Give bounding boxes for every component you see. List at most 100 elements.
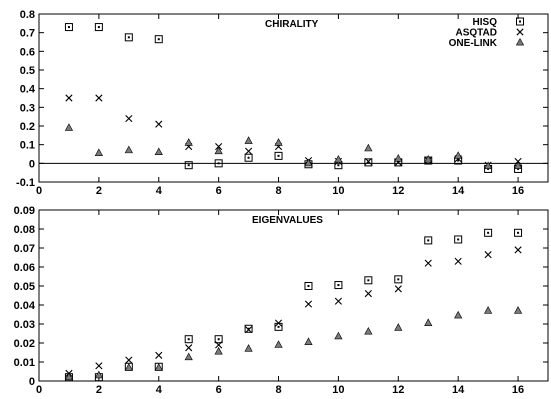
y-tick-label: 0.07 — [14, 243, 35, 255]
data-point-hisq — [244, 153, 253, 162]
data-point-one-link — [184, 138, 193, 146]
y-tick-label: 0.03 — [14, 319, 35, 331]
x-tick-label: 0 — [36, 384, 42, 396]
y-tick-label: 0.4 — [20, 84, 36, 96]
x-tick-label: 16 — [512, 185, 524, 197]
x-tick-label: 12 — [392, 384, 404, 396]
x-tick-label: 0 — [36, 185, 42, 197]
data-point-one-link — [94, 370, 103, 379]
data-point-asqtad — [155, 351, 163, 359]
data-point-one-link — [64, 372, 74, 381]
data-point-asqtad — [244, 147, 253, 155]
y-tick-label: 0.7 — [20, 28, 35, 40]
data-point-asqtad — [125, 356, 133, 364]
x-tick-label: 14 — [452, 185, 465, 197]
legend-marker-hisq — [516, 17, 524, 26]
series-one-link — [64, 123, 523, 170]
data-point-asqtad — [364, 157, 372, 166]
legend-marker-one-link — [515, 37, 525, 46]
data-point-asqtad — [274, 319, 283, 327]
data-point-asqtad — [185, 344, 193, 352]
data-point-hisq — [124, 33, 133, 42]
data-point-one-link — [154, 363, 163, 371]
y-tick-label: 0.2 — [20, 121, 35, 133]
data-point-asqtad — [304, 300, 313, 308]
chirality-panel: 0 2 4 6 8 10 12 14 16-0.100.10.20.30.40.50.60.70… — [16, 9, 549, 197]
data-point-hisq — [274, 151, 283, 160]
data-point-one-link — [394, 154, 403, 162]
data-point-asqtad — [244, 326, 253, 334]
data-point-hisq — [214, 159, 223, 168]
eigenvalues-panel: 0 2 4 6 8 10 12 14 16 0 0.01 0.02 0.03 0.04 0.05 0.06 0.… — [14, 205, 549, 396]
chart-title: EIGENVALUES — [252, 215, 323, 226]
data-point-hisq — [424, 236, 433, 245]
x-tick-label: 2 — [96, 384, 102, 396]
data-point-one-link — [394, 323, 403, 331]
x-tick-label: 6 — [216, 185, 222, 197]
data-point-asqtad — [95, 362, 103, 370]
data-point-hisq — [394, 275, 403, 284]
x-tick-label: 16 — [512, 384, 524, 396]
data-point-one-link — [424, 318, 433, 326]
data-point-asqtad — [364, 290, 372, 298]
data-point-one-link — [64, 123, 74, 131]
data-point-one-link — [334, 154, 343, 163]
x-tick-label: 4 — [156, 185, 163, 197]
y-tick-label: 0.04 — [14, 300, 36, 312]
data-point-hisq — [64, 23, 73, 32]
data-point-asqtad — [95, 94, 103, 102]
y-tick-label: -0.1 — [16, 177, 35, 189]
data-point-one-link — [244, 344, 253, 352]
data-point-hisq — [154, 35, 163, 44]
x-tick-label: 4 — [156, 384, 163, 396]
data-point-one-link — [184, 352, 193, 361]
data-point-hisq — [364, 158, 373, 167]
x-tick-label: 8 — [275, 185, 281, 197]
data-point-one-link — [424, 154, 433, 163]
plot-frame — [38, 209, 549, 382]
data-point-one-link — [454, 310, 463, 319]
data-point-hisq — [214, 335, 223, 344]
y-tick-label: 0.6 — [20, 46, 35, 58]
data-point-one-link — [214, 146, 223, 155]
data-point-hisq — [274, 322, 283, 331]
series-hisq — [64, 228, 523, 382]
data-point-hisq — [364, 276, 373, 285]
y-tick-label: 0.09 — [14, 205, 35, 217]
data-point-one-link — [304, 337, 313, 345]
legend-marker-asqtad — [516, 28, 524, 36]
x-tick-label: 14 — [452, 384, 465, 396]
series-asqtad — [65, 246, 522, 377]
data-point-asqtad — [125, 114, 133, 123]
y-tick-label: 0 — [29, 376, 35, 388]
data-point-one-link — [244, 136, 253, 144]
data-point-asqtad — [394, 285, 402, 293]
data-point-one-link — [513, 161, 523, 170]
legend-label-one-link: ONE-LINK — [449, 38, 498, 49]
data-point-hisq — [244, 324, 253, 333]
data-point-asqtad — [454, 257, 462, 265]
data-point-hisq — [184, 161, 193, 170]
data-point-asqtad — [215, 341, 223, 349]
series-asqtad — [65, 94, 522, 169]
data-point-one-link — [304, 158, 313, 167]
y-tick-label: 0.8 — [20, 9, 35, 21]
data-point-one-link — [124, 363, 133, 371]
x-tick-label: 2 — [96, 185, 102, 197]
data-point-asqtad — [155, 120, 163, 128]
data-point-one-link — [484, 161, 493, 170]
data-point-one-link — [94, 148, 103, 156]
y-tick-label: 0.05 — [14, 281, 35, 293]
data-point-one-link — [154, 147, 163, 156]
data-point-hisq — [514, 228, 523, 237]
data-point-asqtad — [65, 94, 73, 102]
x-tick-label: 6 — [216, 384, 222, 396]
data-point-hisq — [484, 228, 493, 237]
y-tick-label: 0.01 — [14, 357, 35, 369]
y-tick-label: 0.06 — [14, 262, 35, 274]
x-tick-label: 10 — [332, 185, 344, 197]
data-point-asqtad — [424, 259, 432, 267]
data-point-hisq — [334, 281, 343, 290]
y-tick-label: 0.5 — [20, 65, 35, 77]
